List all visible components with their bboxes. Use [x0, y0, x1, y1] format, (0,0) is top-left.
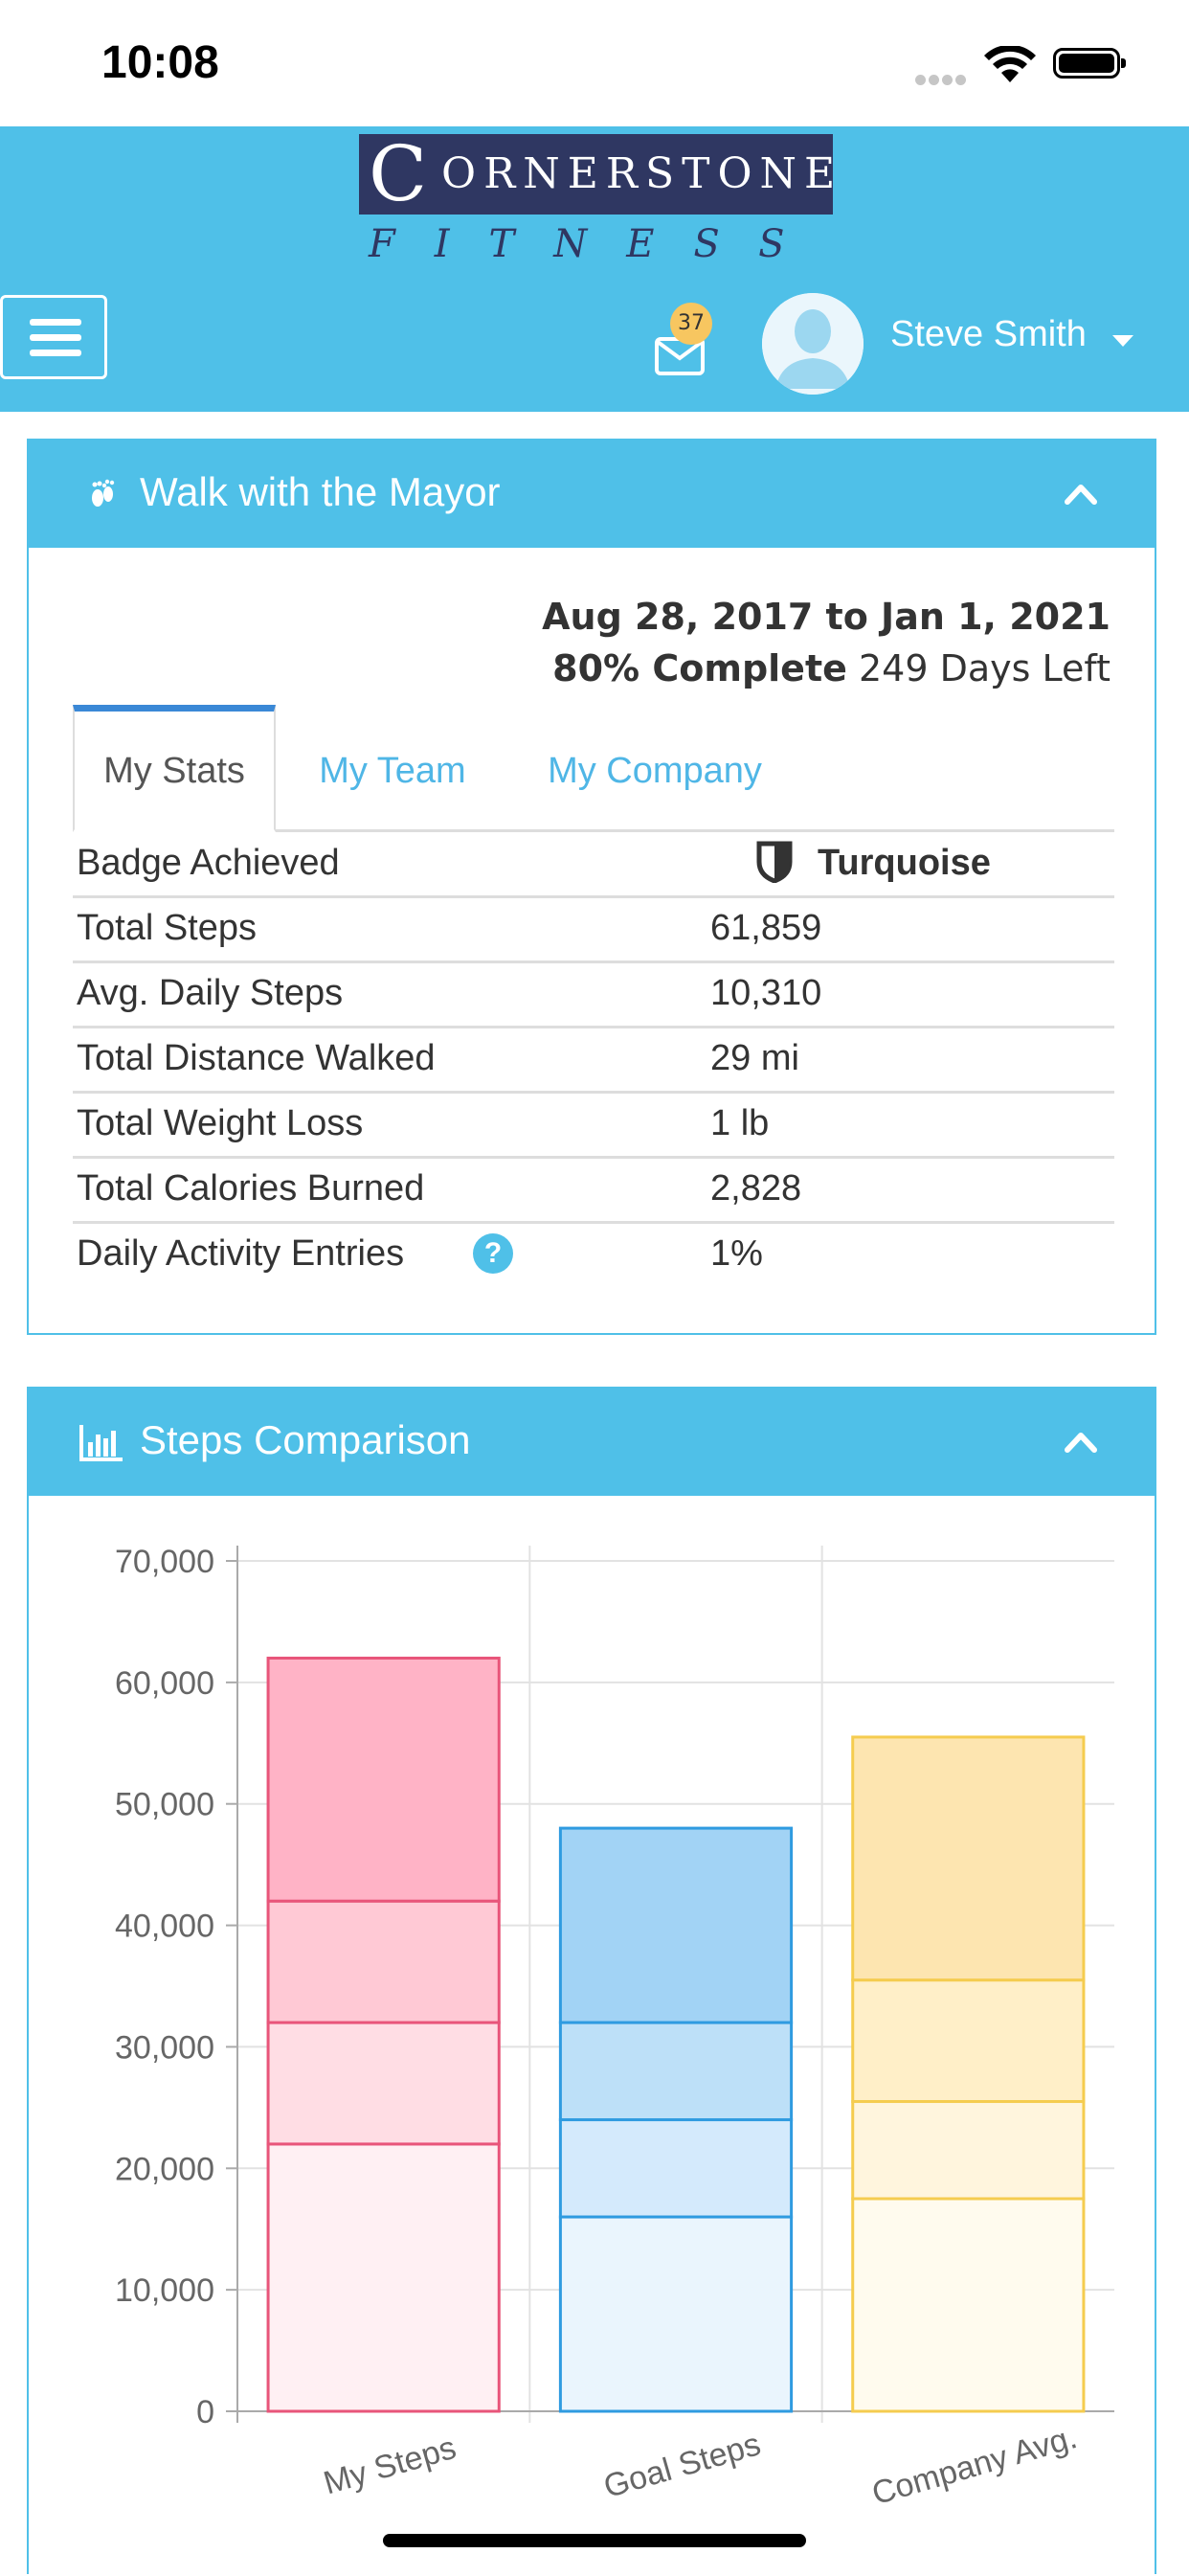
- x-tick-label: My Steps: [320, 2429, 460, 2502]
- user-silhouette-icon: [762, 293, 864, 395]
- table-row: Badge Achieved Turquoise: [73, 833, 1114, 898]
- bar-segment: [558, 2215, 794, 2413]
- wifi-icon: [984, 46, 1036, 82]
- bar-segment: [851, 1978, 1086, 2104]
- bar-segment: [266, 1899, 501, 2024]
- stat-label: Total Calories Burned: [77, 1168, 425, 1209]
- y-tick-label: 20,000: [115, 2151, 214, 2187]
- stat-value: 1 lb: [710, 1103, 770, 1143]
- stat-label: Total Weight Loss: [77, 1103, 364, 1143]
- app-header: C ORNERSTONE FITNESS 37 Steve Smith: [0, 126, 1189, 412]
- x-tick-label: Company Avg.: [868, 2419, 1081, 2512]
- steps-comparison-panel: Steps Comparison 0 10,000 20,000 30,000 40,0…: [27, 1387, 1156, 2574]
- table-row: Total Calories Burned 2,828: [73, 1159, 1114, 1224]
- menu-icon-bar: [30, 319, 81, 326]
- status-time: 10:08: [101, 37, 219, 88]
- stat-value: 29 mi: [710, 1038, 799, 1078]
- y-tick-label: 10,000: [115, 2272, 214, 2309]
- badge-value: Turquoise: [818, 843, 991, 883]
- stat-value: 61,859: [710, 908, 822, 948]
- table-row: Total Distance Walked 29 mi: [73, 1028, 1114, 1094]
- bar-segment: [558, 2118, 794, 2219]
- stat-value: 1%: [710, 1233, 763, 1274]
- challenge-panel-header[interactable]: Walk with the Mayor: [29, 441, 1155, 548]
- bar-segment: [266, 2021, 501, 2146]
- chevron-up-icon[interactable]: [1065, 477, 1097, 509]
- challenge-progress: 80% Complete 249 Days Left: [552, 647, 1110, 689]
- stats-tabs: My Stats My Team My Company: [73, 705, 1114, 832]
- bar-segment: [558, 2021, 794, 2122]
- y-tick-label: 40,000: [115, 1909, 214, 1945]
- table-row: Total Weight Loss 1 lb: [73, 1094, 1114, 1159]
- stat-label: Total Steps: [77, 908, 257, 948]
- user-name[interactable]: Steve Smith: [890, 314, 1087, 354]
- mail-count-badge: 37: [670, 303, 712, 345]
- tab-my-team[interactable]: My Team: [319, 751, 466, 791]
- stat-label: Badge Achieved: [77, 843, 340, 883]
- menu-icon-bar: [30, 350, 81, 356]
- challenge-panel: Walk with the Mayor Aug 28, 2017 to Jan …: [27, 439, 1156, 1335]
- bar-segment: [266, 2142, 501, 2413]
- logo-name: ORNERSTONE: [441, 149, 843, 198]
- bar-segment: [266, 1656, 501, 1903]
- tab-my-company[interactable]: My Company: [548, 751, 762, 791]
- steps-panel-header[interactable]: Steps Comparison: [29, 1389, 1155, 1496]
- steps-panel-title: Steps Comparison: [140, 1417, 471, 1462]
- table-row: Daily Activity Entries ? 1%: [73, 1224, 1114, 1286]
- chevron-down-icon[interactable]: [1112, 335, 1133, 347]
- steps-chart: 0 10,000 20,000 30,000 40,000 50,000 60,000 70,…: [115, 1544, 1114, 2512]
- y-tick-label: 30,000: [115, 2029, 214, 2066]
- help-icon[interactable]: ?: [473, 1233, 513, 1274]
- logo-tagline: FITNESS: [369, 222, 824, 266]
- table-row: Avg. Daily Steps 10,310: [73, 963, 1114, 1028]
- status-bar: 10:08: [0, 0, 1189, 126]
- bar-chart-icon: [79, 1425, 123, 1461]
- shield-icon: [756, 841, 793, 883]
- bar-segment: [851, 2100, 1086, 2201]
- footprints-icon: [92, 479, 115, 507]
- cornerstone-logo[interactable]: C ORNERSTONE: [359, 129, 835, 218]
- y-tick-label: 0: [196, 2394, 214, 2430]
- y-tick-label: 50,000: [115, 1787, 214, 1823]
- challenge-date-range: Aug 28, 2017 to Jan 1, 2021: [542, 596, 1110, 638]
- days-left: 249 Days Left: [858, 647, 1110, 689]
- avatar[interactable]: [762, 293, 864, 395]
- stat-label: Daily Activity Entries: [77, 1233, 405, 1274]
- tab-my-stats[interactable]: My Stats: [73, 705, 276, 832]
- battery-icon: [1053, 48, 1126, 79]
- bar-segment: [558, 1826, 794, 2024]
- y-tick-label: 60,000: [115, 1665, 214, 1702]
- bar-segment: [851, 1735, 1086, 1982]
- chevron-up-icon[interactable]: [1065, 1425, 1097, 1457]
- menu-icon-bar: [30, 334, 81, 341]
- stat-value: 10,310: [710, 973, 822, 1013]
- bar-segment: [851, 2197, 1086, 2413]
- y-tick-label: 70,000: [115, 1544, 214, 1580]
- stats-table: Badge Achieved Turquoise Total Steps 61,…: [73, 833, 1114, 1286]
- stat-label: Avg. Daily Steps: [77, 973, 344, 1013]
- home-indicator: [383, 2534, 806, 2547]
- challenge-title: Walk with the Mayor: [140, 469, 501, 514]
- cellular-signal-icon: [915, 71, 969, 89]
- stat-label: Total Distance Walked: [77, 1038, 436, 1078]
- logo-initial: C: [369, 129, 428, 218]
- table-row: Total Steps 61,859: [73, 898, 1114, 963]
- stat-value: 2,828: [710, 1168, 802, 1209]
- hamburger-menu-button[interactable]: [0, 295, 107, 379]
- percent-complete: 80% Complete: [552, 647, 847, 689]
- x-tick-label: Goal Steps: [599, 2426, 764, 2505]
